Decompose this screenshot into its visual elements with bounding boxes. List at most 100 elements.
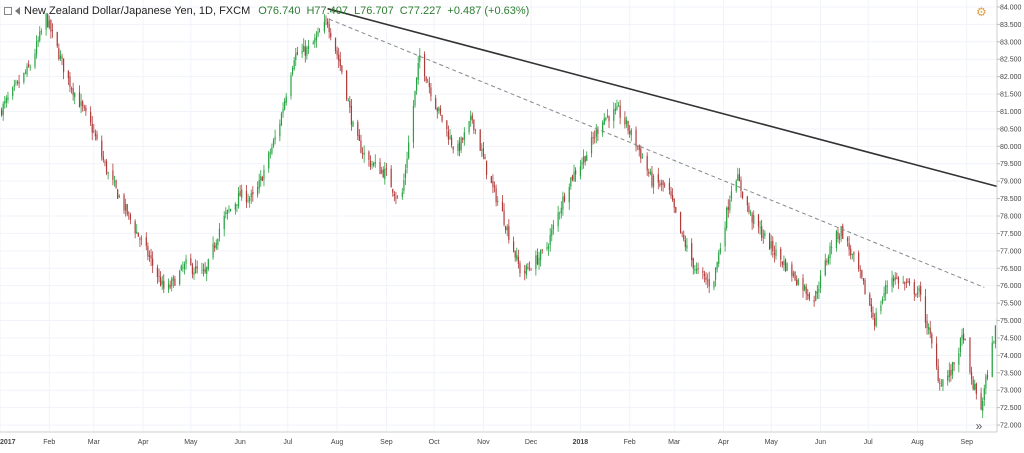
time-tick-label: Jun	[815, 439, 826, 446]
candle-body	[513, 241, 515, 252]
candle-body	[724, 227, 726, 247]
candle-body	[490, 176, 492, 183]
candle-body	[39, 31, 41, 41]
candle-body	[651, 171, 653, 187]
candle-body	[371, 164, 373, 165]
candle-body	[317, 31, 319, 36]
candle-body	[385, 168, 387, 170]
candle-body	[463, 132, 465, 140]
candle-body	[425, 76, 427, 81]
candle-body	[450, 137, 453, 146]
caret-left-icon[interactable]	[15, 7, 20, 15]
candle-body	[582, 156, 585, 164]
candle-body	[982, 400, 984, 412]
candle-body	[358, 135, 360, 141]
candle-body	[241, 189, 243, 198]
candle-body	[797, 279, 799, 285]
candle-body	[563, 195, 566, 202]
price-tick-label: 81.500	[1000, 92, 1022, 99]
candle-body	[171, 279, 173, 287]
candle-body	[85, 107, 87, 112]
price-tick-label: 77.000	[1000, 248, 1022, 255]
solid-trendline[interactable]	[327, 7, 998, 188]
candle-body	[63, 58, 65, 73]
candle-body	[664, 184, 666, 186]
candle-body	[301, 50, 303, 54]
candle-body	[191, 264, 194, 274]
candle-body	[827, 256, 830, 264]
ohlc-open: O76.740	[258, 5, 301, 17]
candle-body	[460, 137, 462, 151]
candle-body	[753, 214, 755, 225]
candle-body	[236, 204, 238, 206]
candle-body	[764, 232, 766, 236]
candle-body	[831, 247, 833, 249]
price-tick-label: 82.000	[1000, 74, 1022, 81]
candle-body	[780, 248, 782, 260]
candle-body	[40, 30, 42, 33]
candle-body	[786, 263, 788, 271]
grid-layer	[0, 0, 997, 432]
collapse-box-icon[interactable]	[4, 7, 12, 15]
candle-body	[4, 101, 6, 104]
candle-body	[174, 278, 176, 286]
candle-body	[390, 168, 392, 188]
candle-body	[201, 269, 203, 271]
price-axis[interactable]: 72.000 72.500 73.000 73.500 74.000 74.500 75.0…	[997, 4, 1022, 430]
candle-body	[18, 82, 20, 84]
candle-body	[538, 257, 540, 265]
candle-body	[716, 261, 718, 270]
candle-body	[536, 255, 539, 265]
candle-body	[924, 296, 927, 323]
candle-body	[218, 228, 221, 238]
candle-body	[846, 238, 849, 242]
candle-body	[452, 147, 454, 150]
candle-body	[818, 288, 820, 292]
candle-body	[239, 191, 241, 197]
candle-body	[295, 53, 297, 61]
candle-body	[28, 64, 30, 67]
candle-body	[684, 239, 686, 248]
candle-body	[481, 149, 483, 151]
candle-body	[762, 236, 764, 238]
candle-body	[594, 137, 596, 139]
candle-body	[530, 269, 532, 271]
scroll-to-realtime-icon[interactable]: »	[975, 419, 983, 433]
candle-body	[37, 40, 39, 42]
time-axis-background	[0, 432, 1024, 448]
candle-body	[547, 246, 550, 249]
candle-body	[616, 106, 618, 110]
candle-body	[403, 179, 405, 191]
candle-body	[401, 192, 403, 197]
candle-body	[942, 379, 944, 387]
candle-body	[78, 92, 81, 108]
candle-body	[606, 115, 609, 117]
candle-body	[805, 286, 807, 294]
candle-body	[404, 169, 407, 178]
candle-body	[652, 175, 655, 188]
candle-body	[128, 212, 130, 214]
time-axis[interactable]: 2017 Feb Mar Apr May Jun Jul Aug Sep Oct Nov Dec 201…	[0, 439, 973, 446]
candle-body	[204, 268, 206, 273]
candle-body	[412, 105, 415, 143]
candle-body	[920, 286, 922, 295]
candle-body	[328, 24, 330, 32]
candle-body	[646, 155, 648, 171]
candle-body	[918, 287, 920, 292]
dashed-trendline[interactable]	[328, 18, 985, 288]
price-tick-label: 77.500	[1000, 231, 1022, 238]
candle-body	[590, 137, 593, 154]
candle-body	[546, 246, 548, 249]
candle-body	[769, 233, 771, 250]
price-tick-label: 83.500	[1000, 22, 1022, 29]
candle-body	[929, 327, 931, 335]
candle-body	[296, 52, 298, 55]
trendlines-layer[interactable]	[327, 7, 998, 288]
candle-body	[931, 334, 933, 344]
settings-gear-icon[interactable]: ⚙	[976, 5, 987, 19]
candle-body	[346, 70, 348, 100]
candle-body	[586, 155, 588, 161]
time-tick-label: Nov	[477, 439, 490, 446]
